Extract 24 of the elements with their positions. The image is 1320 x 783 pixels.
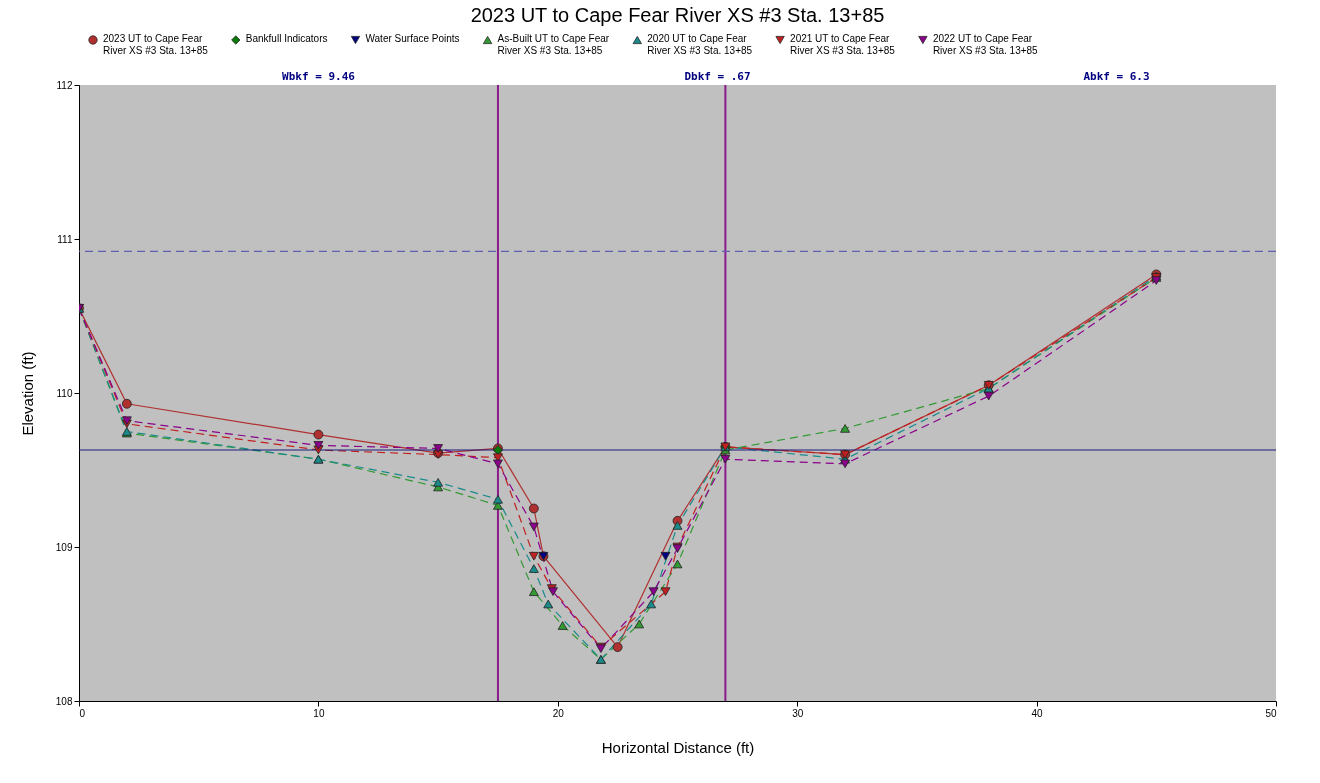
x-tick-label: 10 bbox=[313, 707, 325, 719]
x-tick-label: 50 bbox=[1265, 707, 1277, 719]
x-tick-label: 0 bbox=[79, 707, 86, 719]
legend-label: As-Built UT to Cape Fear River XS #3 Sta. 13+85 bbox=[497, 33, 610, 56]
legend-label: Water Surface Points bbox=[365, 33, 460, 44]
legend-label: 2020 UT to Cape Fear River XS #3 Sta. 13+85 bbox=[647, 33, 753, 56]
y-tick-label: 109 bbox=[55, 541, 73, 553]
legend-label: 2023 UT to Cape Fear River XS #3 Sta. 13+85 bbox=[103, 33, 209, 56]
x-tick-label: 20 bbox=[552, 707, 565, 719]
legend-label: 2022 UT to Cape Fear River XS #3 Sta. 13+85 bbox=[932, 33, 1039, 56]
y-tick-label: 111 bbox=[57, 233, 73, 245]
text: Dbkf = .67 bbox=[684, 70, 751, 83]
x-tick-label: 40 bbox=[1031, 707, 1044, 719]
text: Abkf = 6.3 bbox=[1083, 70, 1150, 83]
legend-label: Bankfull Indicators bbox=[245, 33, 328, 44]
x-tick-label: 30 bbox=[792, 707, 804, 719]
legend-label: 2021 UT to Cape Fear River XS #3 Sta. 13+85 bbox=[790, 33, 896, 56]
chart-title: 2023 UT to Cape Fear River XS #3 Sta. 13+85 bbox=[470, 4, 885, 26]
x-axis-title: Horizontal Distance (ft) bbox=[601, 738, 755, 756]
y-axis-title: Elevation (ft) bbox=[18, 351, 36, 436]
y-tick-label: 110 bbox=[56, 387, 73, 399]
y-tick-label: 108 bbox=[55, 695, 73, 707]
y-tick-label: 112 bbox=[56, 79, 73, 91]
text: Wbkf = 9.46 bbox=[282, 70, 356, 83]
